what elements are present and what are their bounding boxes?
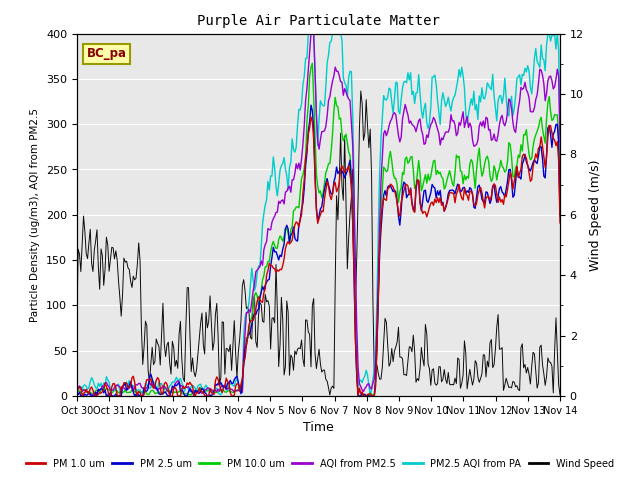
Text: BC_pa: BC_pa bbox=[86, 47, 127, 60]
Y-axis label: Wind Speed (m/s): Wind Speed (m/s) bbox=[589, 159, 602, 271]
Title: Purple Air Particulate Matter: Purple Air Particulate Matter bbox=[197, 14, 440, 28]
Legend: PM 1.0 um, PM 2.5 um, PM 10.0 um, AQI from PM2.5, PM2.5 AQI from PA, Wind Speed: PM 1.0 um, PM 2.5 um, PM 10.0 um, AQI fr… bbox=[22, 455, 618, 473]
Y-axis label: Particle Density (ug/m3), AQI from PM2.5: Particle Density (ug/m3), AQI from PM2.5 bbox=[30, 108, 40, 322]
X-axis label: Time: Time bbox=[303, 421, 334, 434]
